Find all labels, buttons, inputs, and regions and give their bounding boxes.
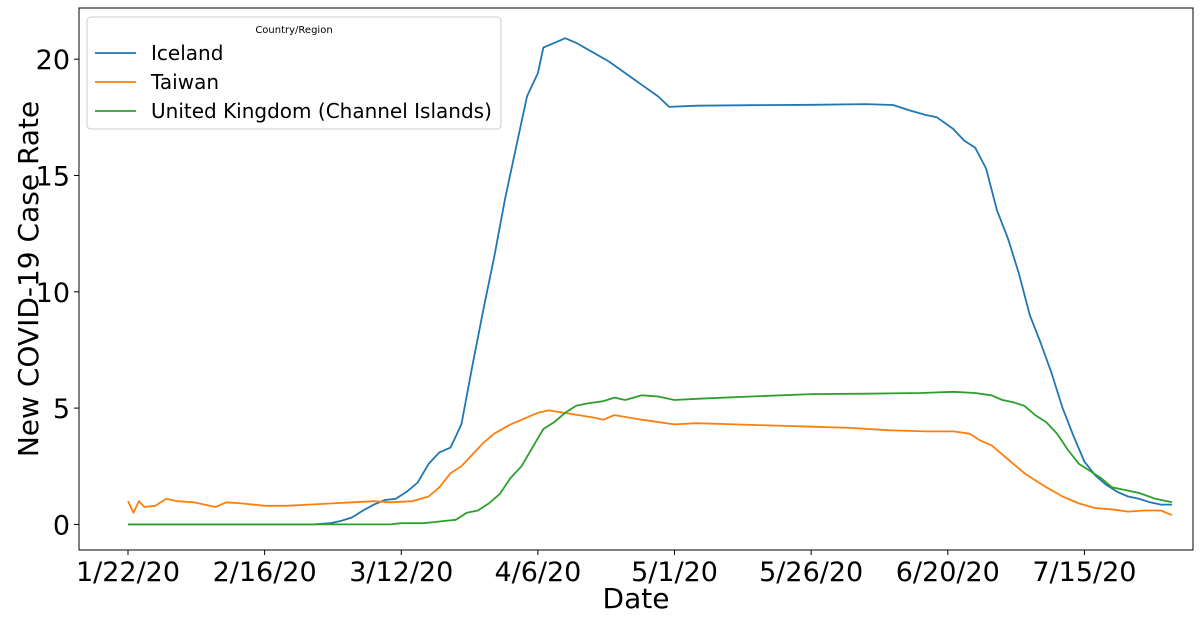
- series-line-1: [128, 37, 1172, 526]
- legend-title: Country/Region: [255, 25, 332, 36]
- legend-box: [86, 16, 502, 130]
- y-tick-label: 0: [53, 510, 70, 541]
- x-tick-label: 2/16/20: [213, 557, 317, 588]
- legend-label: Iceland: [151, 41, 223, 65]
- legend-label: United Kingdom (Channel Islands): [151, 99, 492, 123]
- y-tick-label: 5: [53, 394, 70, 425]
- x-axis: 1/22/20 2/16/20 3/12/20 4/6/20 5/1/20 5/26/20…: [76, 550, 1136, 588]
- x-tick-label: 1/22/20: [76, 557, 180, 588]
- y-axis-label: New COVID-19 Case Rate: [12, 101, 45, 457]
- series-line-2: [127, 409, 1173, 516]
- legend: Country/Region Iceland Taiwan United Kingd…: [86, 16, 502, 130]
- legend-label: Taiwan: [150, 70, 219, 94]
- x-axis-label: Date: [603, 582, 670, 615]
- x-tick-label: 6/20/20: [896, 557, 1000, 588]
- x-tick-label: 3/12/20: [349, 557, 453, 588]
- series-line-3: [128, 390, 1173, 526]
- y-tick-label: 10: [36, 278, 70, 309]
- y-tick-label: 20: [36, 45, 70, 76]
- x-tick-label: 4/6/20: [494, 557, 581, 588]
- y-tick-label: 15: [36, 161, 70, 192]
- plot-lines: [127, 37, 1173, 526]
- x-tick-label: 5/26/20: [759, 557, 863, 588]
- x-tick-label: 5/1/20: [631, 557, 718, 588]
- legend-items: Iceland Taiwan United Kingdom (Channel Isl…: [95, 41, 492, 123]
- plot-frame: [78, 7, 1194, 551]
- y-axis: 0 5 10 15 20: [36, 45, 79, 541]
- x-tick-label: 7/15/20: [1032, 557, 1136, 588]
